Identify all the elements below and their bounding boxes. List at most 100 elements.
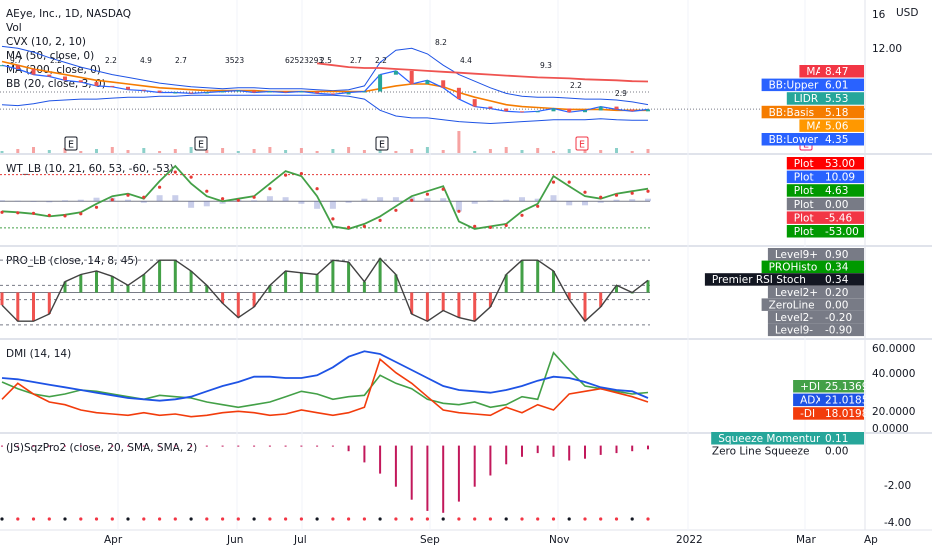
wt-tag-value: 10.09 [825, 172, 855, 184]
volume-bar [47, 150, 51, 153]
pro-tag-label-bg [761, 260, 820, 274]
earnings-marker[interactable] [375, 136, 389, 151]
pro-tag-label-bg [767, 311, 820, 324]
sqz-tag-value-bg [820, 444, 864, 458]
price-tag[interactable]: BB:Upper 6.01 [761, 78, 864, 92]
wt2-point [315, 187, 319, 191]
wt-diff-area [455, 201, 462, 212]
price-candle [598, 106, 603, 111]
dmi-tick-20: 20.0000 [872, 406, 915, 418]
wt2-point [63, 214, 67, 218]
volume-bar [173, 149, 177, 153]
price-tag[interactable]: MA 8.47 [799, 65, 864, 78]
dmi-pane[interactable]: DMI (14, 14) 60.0000 40.0000 20.0000 0.0… [6, 343, 915, 435]
wt2-point [551, 180, 556, 184]
wavetrend-pane[interactable]: WT_LB (10, 21, 60, 53, -60, -53) [6, 163, 174, 175]
earnings-marker[interactable] [64, 136, 78, 151]
wt2-point [630, 191, 634, 195]
pro-tag[interactable]: Premier RSI Stoch 0.34 [704, 273, 864, 286]
earnings-marker[interactable] [194, 136, 208, 151]
squeeze-bar [237, 445, 240, 447]
pro-tag[interactable]: Level9+ 0.90 [767, 248, 864, 261]
dmi-tag-value: 25.1369 [825, 381, 868, 393]
price-tag[interactable]: BB:Basis 5.18 [761, 105, 864, 119]
wt2-point [16, 211, 20, 215]
pro-tag-label-bg [767, 285, 820, 299]
pro-tag[interactable]: ZeroLine 0.00 [761, 298, 864, 311]
pro-histogram-bar [63, 281, 67, 293]
squeeze-pane[interactable]: (JS)SqzPro2 (close, 20, SMA, SMA, 2) -2.… [6, 442, 911, 529]
dmi-tag[interactable]: ADX 21.0185 [793, 393, 868, 407]
pro-histogram-bar [299, 272, 303, 293]
price-candle [409, 70, 414, 85]
price-candle [283, 91, 288, 93]
wt-tag[interactable]: Plot 0.00 [786, 197, 864, 211]
pro-tag-label: Level2+ [775, 287, 818, 299]
pane-separator[interactable] [0, 153, 932, 155]
time-axis[interactable]: Apr Jun Jul Sep Nov 2022 Mar Ap [104, 534, 878, 546]
wt-tag[interactable]: Plot 4.63 [786, 184, 864, 197]
pro-tag-label-bg [767, 323, 820, 337]
squeeze-bar [568, 445, 571, 461]
pro-histogram-bar [252, 292, 256, 307]
wt2-point [410, 198, 414, 202]
wt2-point [331, 217, 335, 221]
pro-tag-value: -0.90 [825, 325, 852, 337]
wt-diff-area [0, 200, 5, 202]
squeeze-dot [284, 517, 288, 521]
pane-separator[interactable] [0, 432, 932, 434]
minus-di-line [1, 357, 649, 418]
sqz-tag-value: 0.11 [825, 433, 848, 445]
pro-tag-value-bg [820, 285, 864, 299]
wt-diff-area [172, 195, 179, 202]
wt-diff-area [203, 201, 210, 207]
price-level-label: 2.7 [175, 56, 187, 65]
wt-tag[interactable]: Plot -53.00 [786, 225, 864, 238]
pane-separator[interactable] [0, 338, 932, 340]
price-candle [31, 69, 36, 75]
volume-bar [331, 149, 335, 153]
volume-bar [110, 147, 114, 153]
price-candle [488, 106, 493, 109]
sqz-tag[interactable]: Zero Line Squeeze 0.00 [704, 444, 864, 458]
squeeze-dot [551, 517, 556, 521]
squeeze-dot [221, 517, 225, 521]
pro-tag[interactable]: Level2+ 0.20 [767, 285, 864, 299]
wt-diff-area [77, 199, 84, 202]
x-label-sep: Sep [420, 534, 440, 546]
price-tag[interactable]: MA 5.06 [799, 119, 864, 132]
pro-tag[interactable]: Level2- -0.20 [767, 311, 864, 324]
squeeze-bar [190, 445, 193, 447]
price-pane[interactable]: AEye, Inc., 1D, NASDAQ Vol CVX (10, 2, 1… [6, 7, 918, 90]
price-tag-value-bg [820, 105, 864, 119]
squeeze-bar [253, 445, 256, 447]
pro-tag[interactable]: PROHisto 0.34 [761, 260, 864, 274]
pro-tag-label-bg [704, 273, 820, 286]
price-candle [393, 70, 398, 75]
sqz-title: (JS)SqzPro2 (close, 20, SMA, SMA, 2) [6, 442, 197, 454]
squeeze-dot [299, 517, 303, 521]
squeeze-dot [394, 517, 398, 521]
volume-bar [425, 147, 429, 153]
earnings-marker[interactable] [575, 136, 589, 151]
price-candle [141, 89, 146, 91]
price-level-label: 3523 [225, 56, 244, 65]
wt-tag[interactable]: Plot 10.09 [786, 170, 864, 184]
price-level-label: 2.2 [570, 81, 582, 90]
wt-tag[interactable]: Plot -5.46 [786, 211, 864, 224]
dmi-tag[interactable]: +DI 25.1369 [793, 380, 868, 393]
price-tag[interactable]: LIDR 5.53 [786, 92, 864, 105]
wt-tag[interactable]: Plot 53.00 [786, 157, 864, 170]
wt2-point [599, 195, 603, 199]
pane-separator[interactable] [0, 245, 932, 247]
pro-tag[interactable]: Level9- -0.90 [767, 323, 864, 337]
premier-rsi-pane[interactable]: PRO_LB (close, 14, 8, 45) [6, 255, 138, 267]
price-level-label: 2.5 [320, 56, 332, 65]
dmi-tag[interactable]: -DI 18.0198 [793, 407, 868, 420]
volume-bar [520, 150, 524, 153]
price-tag[interactable]: BB:Lower 4.35 [761, 133, 864, 146]
wt-diff-area [93, 197, 100, 202]
wt-title: WT_LB (10, 21, 60, 53, -60, -53) [6, 163, 174, 175]
